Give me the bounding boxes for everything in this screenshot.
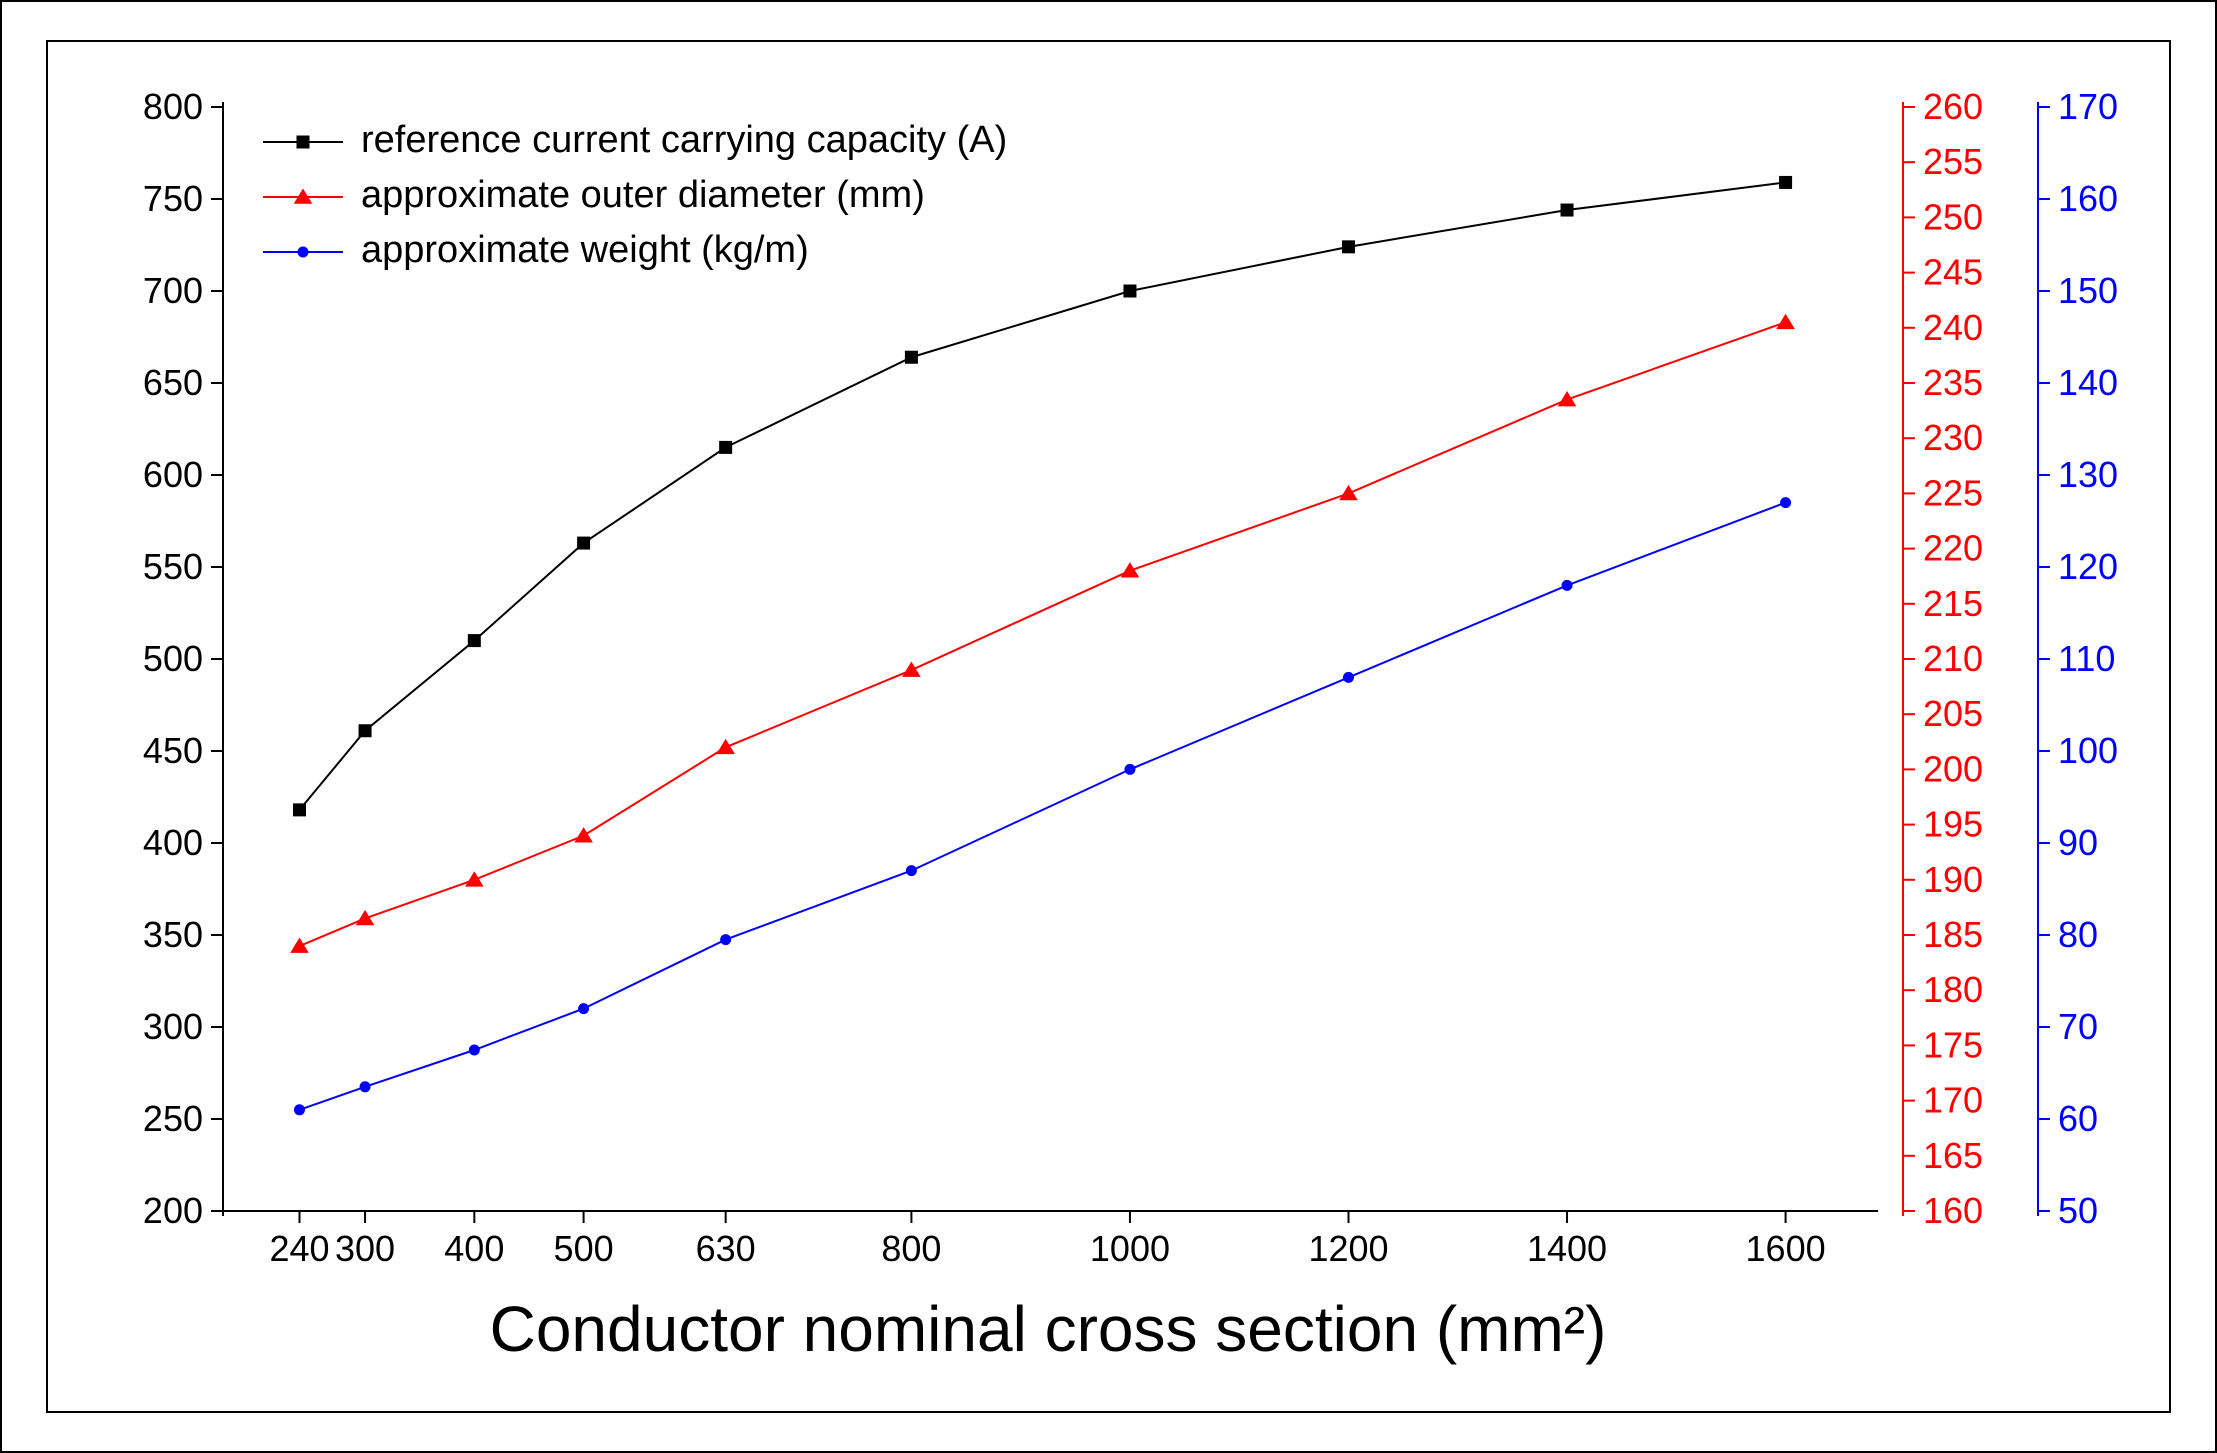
left-tick-label: 600 <box>143 454 203 495</box>
right1-tick-label: 230 <box>1923 417 1983 458</box>
right2-tick-label: 160 <box>2058 178 2118 219</box>
right2-tick-label: 130 <box>2058 454 2118 495</box>
left-tick-label: 200 <box>143 1190 203 1231</box>
left-tick-label: 300 <box>143 1006 203 1047</box>
right1-tick-label: 235 <box>1923 362 1983 403</box>
right2-tick-label: 140 <box>2058 362 2118 403</box>
x-tick-label: 630 <box>696 1228 756 1269</box>
svg-text:Conductor nominal cross sectio: Conductor nominal cross section (mm²) <box>490 1293 1607 1365</box>
left-tick-label: 550 <box>143 546 203 587</box>
x-tick-label: 400 <box>444 1228 504 1269</box>
right1-tick-label: 195 <box>1923 804 1983 845</box>
legend-label: reference current carrying capacity (A) <box>361 119 1007 161</box>
right1-tick-label: 180 <box>1923 969 1983 1010</box>
legend-label: approximate weight (kg/m) <box>361 229 809 271</box>
x-axis-label: Conductor nominal cross section (mm²) <box>490 1293 1607 1365</box>
right2-tick-label: 100 <box>2058 730 2118 771</box>
right2-tick-label: 110 <box>2058 638 2115 679</box>
right1-tick-label: 250 <box>1923 196 1983 237</box>
right1-tick-label: 160 <box>1923 1190 1983 1231</box>
x-tick-label: 1400 <box>1527 1228 1607 1269</box>
right1-tick-label: 190 <box>1923 859 1983 900</box>
series-diameter <box>291 315 1794 953</box>
left-tick-label: 400 <box>143 822 203 863</box>
right1-tick-label: 225 <box>1923 472 1983 513</box>
x-tick-label: 300 <box>335 1228 395 1269</box>
right1-tick-label: 175 <box>1923 1024 1983 1065</box>
right2-tick-label: 50 <box>2058 1190 2098 1231</box>
left-tick-label: 750 <box>143 178 203 219</box>
right2-tick-label: 60 <box>2058 1098 2098 1139</box>
right1-tick-label: 240 <box>1923 307 1983 348</box>
left-tick-label: 800 <box>143 86 203 127</box>
left-tick-label: 500 <box>143 638 203 679</box>
right1-tick-label: 170 <box>1923 1080 1983 1121</box>
x-tick-label: 500 <box>554 1228 614 1269</box>
inner-frame: 200 250 300 350 400 450 500 550 600 650 700 750 800 2… <box>46 40 2171 1413</box>
left-tick-label: 450 <box>143 730 203 771</box>
right1-tick-label: 220 <box>1923 528 1983 569</box>
right1-tick-label: 205 <box>1923 693 1983 734</box>
left-tick-label: 650 <box>143 362 203 403</box>
right1-tick-label: 245 <box>1923 252 1983 293</box>
outer-frame: 200 250 300 350 400 450 500 550 600 650 700 750 800 2… <box>0 0 2217 1453</box>
x-tick-label: 1200 <box>1308 1228 1388 1269</box>
left-tick-label: 700 <box>143 270 203 311</box>
x-tick-label: 240 <box>269 1228 329 1269</box>
left-tick-label: 350 <box>143 914 203 955</box>
right2-tick-label: 70 <box>2058 1006 2098 1047</box>
chart-svg: 200 250 300 350 400 450 500 550 600 650 700 750 800 2… <box>48 42 2173 1411</box>
left-tick-label: 250 <box>143 1098 203 1139</box>
right1-tick-label: 185 <box>1923 914 1983 955</box>
right1-tick-label: 165 <box>1923 1135 1983 1176</box>
right2-tick-label: 170 <box>2058 86 2118 127</box>
right1-tick-label: 215 <box>1923 583 1983 624</box>
right2-tick-label: 80 <box>2058 914 2098 955</box>
right1-tick-label: 210 <box>1923 638 1983 679</box>
right2-tick-label: 120 <box>2058 546 2118 587</box>
legend-label: approximate outer diameter (mm) <box>361 174 925 216</box>
x-tick-label: 800 <box>881 1228 941 1269</box>
series-current <box>293 176 1791 815</box>
right1-tick-label: 200 <box>1923 748 1983 789</box>
legend: reference current carrying capacity (A) a… <box>263 119 1007 271</box>
right1-tick-label: 260 <box>1923 86 1983 127</box>
series-weight <box>294 498 1790 1115</box>
right1-tick-label: 255 <box>1923 141 1983 182</box>
x-tick-label: 1000 <box>1090 1228 1170 1269</box>
right2-tick-label: 90 <box>2058 822 2098 863</box>
right2-tick-label: 150 <box>2058 270 2118 311</box>
x-tick-label: 1600 <box>1746 1228 1826 1269</box>
